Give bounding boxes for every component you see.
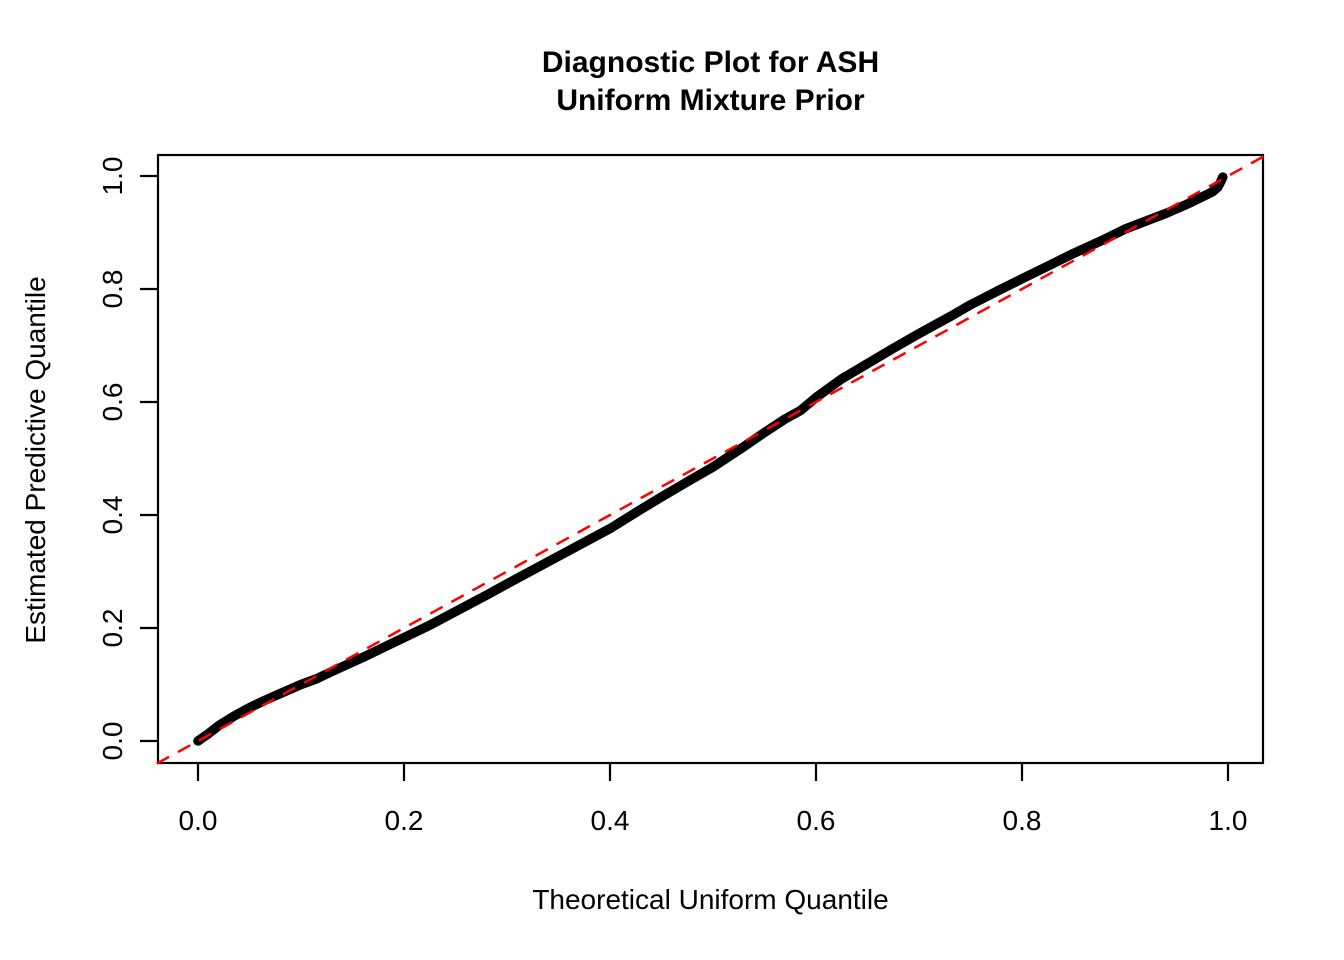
y-tick-label: 1.0	[97, 157, 128, 196]
y-tick-label: 0.8	[97, 270, 128, 309]
reference-diagonal-line	[156, 152, 1270, 765]
plot-title-line2: Uniform Mixture Prior	[556, 84, 865, 117]
plot-title-line1: Diagnostic Plot for ASH	[541, 46, 880, 79]
x-axis-title: Theoretical Uniform Quantile	[532, 884, 889, 915]
x-tick-label: 0.8	[1003, 805, 1042, 836]
y-tick-label: 0.2	[97, 609, 128, 648]
x-tick-label: 0.4	[591, 805, 630, 836]
y-tick-label: 0.6	[97, 383, 128, 422]
x-tick-label: 0.6	[797, 805, 836, 836]
x-tick-label: 1.0	[1209, 805, 1248, 836]
estimated-predictive-quantiles-curve	[193, 172, 1228, 746]
y-axis-title: Estimated Predictive Quantile	[20, 276, 51, 644]
plot-box	[156, 153, 1265, 765]
y-tick-label: 0.4	[97, 496, 128, 535]
plot-title: Diagnostic Plot for ASH Uniform Mixture …	[158, 44, 1263, 120]
x-tick-label: 0.0	[179, 805, 218, 836]
x-tick-label: 0.2	[385, 805, 424, 836]
y-tick-label: 0.0	[97, 722, 128, 761]
